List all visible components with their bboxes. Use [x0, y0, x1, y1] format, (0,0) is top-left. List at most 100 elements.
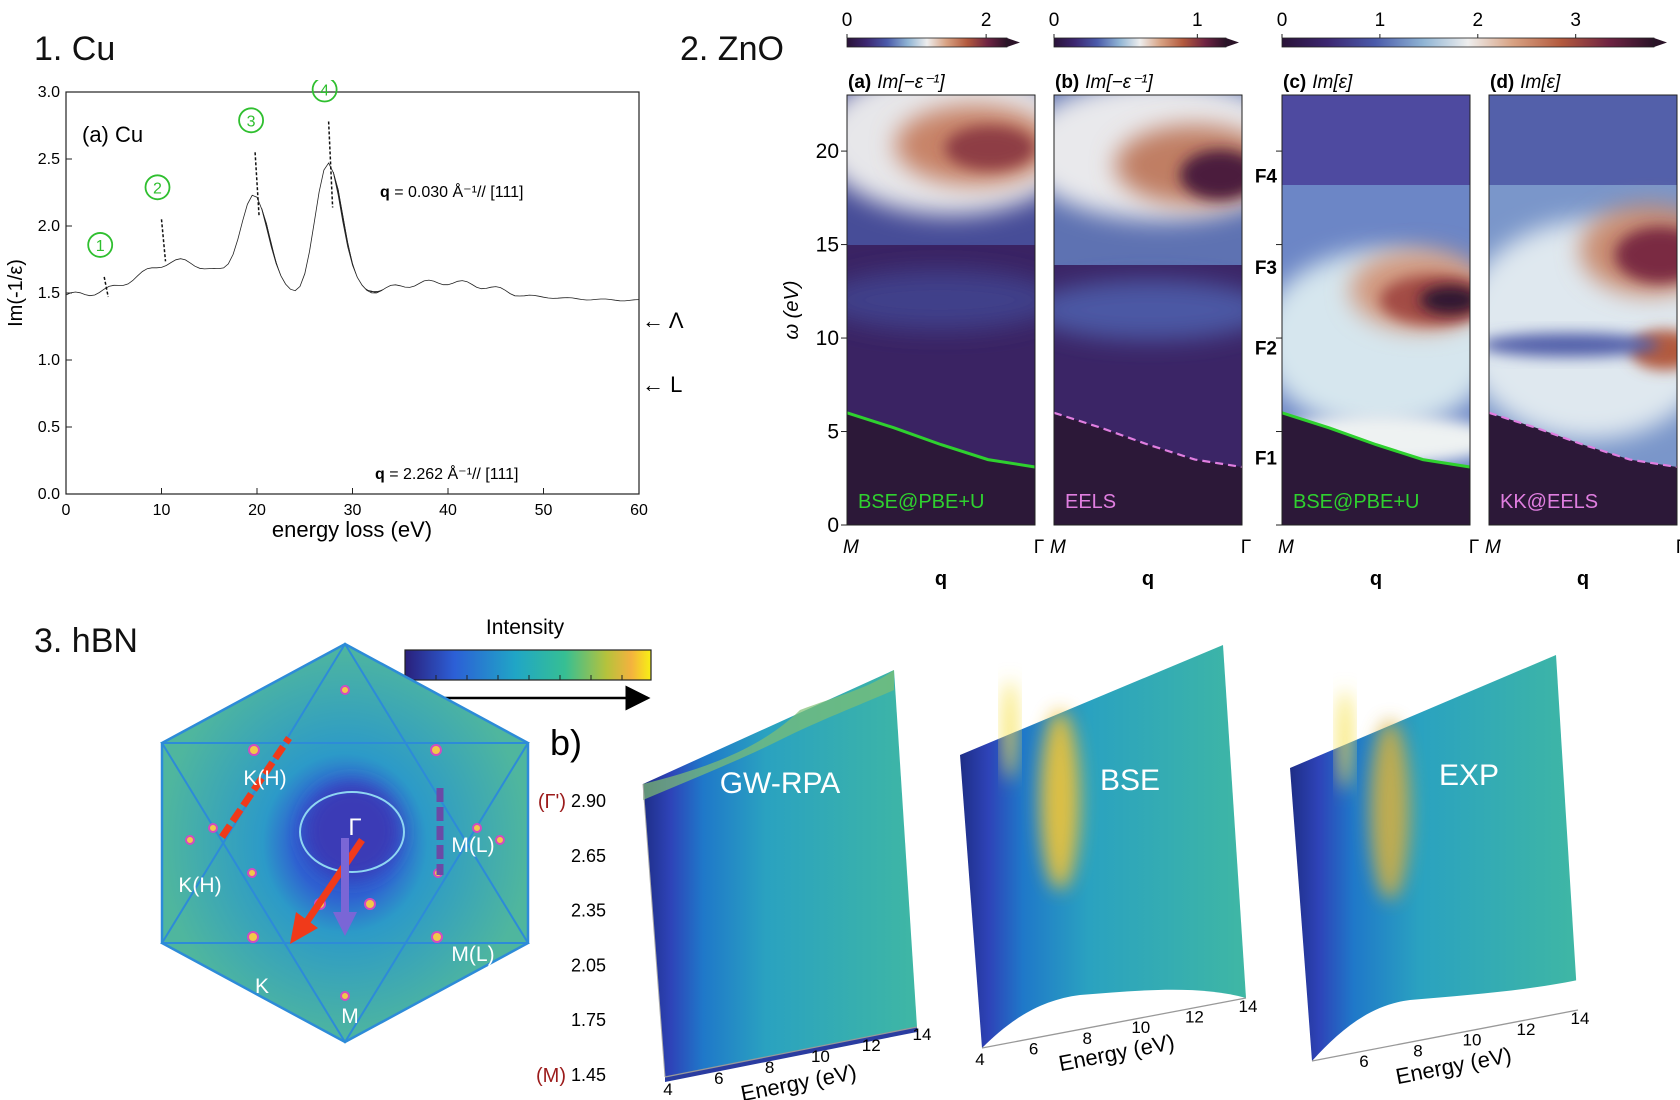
- cu-ytick-label: 1.5: [38, 285, 60, 302]
- zno-panel-c-heatmap: [1282, 95, 1470, 525]
- hbn-surface-label-gw-rpa: GW-RPA: [720, 767, 841, 800]
- cu-xlabel: energy loss (eV): [272, 517, 432, 542]
- cu-peak-trace: [103, 276, 109, 298]
- zno-panel-c-title: (c) Im[ε]: [1283, 72, 1353, 93]
- zno-colorbar-3: [1281, 37, 1667, 48]
- zno-xaxis-label: q: [1577, 568, 1589, 590]
- cu-chart: 0 10 20 30 40 50 60 0.0 0.5 1.0 1.5 2.0 2.5 3.0 1 2 3 4…: [5, 80, 684, 542]
- zno-panel-d-frame: [1488, 94, 1678, 526]
- zno-xend-label: Γ: [1241, 537, 1251, 558]
- cu-xtick-label: 30: [344, 502, 362, 519]
- zno-panel-a-frame: [846, 94, 1036, 526]
- cu-ytick-label: 0.5: [38, 419, 60, 436]
- zno-gap-region: [1489, 412, 1677, 525]
- hbn-surface-label-bse: BSE: [1100, 764, 1160, 797]
- cu-peak-marker-circle: [87, 232, 114, 258]
- hbn-energy-tick-label: 6: [1359, 1052, 1368, 1071]
- zno-ytick-label: 10: [816, 327, 839, 350]
- zno-xaxis-label: q: [1370, 568, 1382, 590]
- zno-ylabel: ω (eV): [781, 281, 803, 340]
- hbn-energy-tick-label: 6: [1029, 1039, 1038, 1058]
- cu-ytick-label: 3.0: [38, 84, 60, 101]
- zno-xstart-label: M: [1050, 537, 1066, 558]
- cu-xtick-label: 50: [535, 502, 553, 519]
- zno-feature-label: F1: [1255, 449, 1278, 470]
- zno-panel-c-frame: [1281, 94, 1471, 526]
- cu-curve-fill: [66, 163, 639, 494]
- hbn-energy-tick-label: 12: [1185, 1008, 1204, 1027]
- hbn-q-tick-label: 2.05: [571, 955, 606, 975]
- hbn-q-tick-label: 2.35: [571, 901, 606, 921]
- zno-gap-edge-line: [1281, 411, 1471, 469]
- zno-feature-label: F2: [1255, 338, 1277, 359]
- cu-peak-marker-label: 3: [247, 113, 256, 130]
- hbn-energy-tick-label: 6: [714, 1069, 723, 1088]
- hbn-label-gamma: Γ: [348, 814, 361, 841]
- zno-gap-edge-line: [846, 411, 1036, 469]
- cu-peak-marker-label: 2: [153, 180, 162, 197]
- hbn-energy-tick-label: 12: [1517, 1020, 1536, 1039]
- hbn-energy-tick-label: 14: [1239, 997, 1258, 1016]
- hbn-energy-tick-label: 10: [811, 1047, 830, 1066]
- hbn-surface-exp: [1290, 655, 1579, 1062]
- cu-peak-marker-label: 4: [320, 82, 329, 99]
- zno-panel-a-title: (a) Im[−ε⁻¹]: [848, 72, 945, 93]
- zno-xend-label: Γ: [1034, 537, 1044, 558]
- zno-gap-edge-line: [1053, 411, 1243, 469]
- hbn-q-tick-label: 1.75: [571, 1010, 606, 1030]
- zno-colorbar-tick-label: 2: [981, 10, 992, 31]
- cu-ytick-label: 1.0: [38, 352, 60, 369]
- cu-xtick-label: 60: [630, 502, 648, 519]
- hbn-surface-bse: [960, 645, 1247, 1049]
- cu-xtick-label: 20: [248, 502, 266, 519]
- cu-arrow-lambda-label: ← Λ: [642, 308, 684, 333]
- zno-colorbar-tick-label: 1: [1375, 10, 1386, 31]
- zno-panel-b-title: (b) Im[−ε⁻¹]: [1055, 72, 1153, 93]
- hbn-gamma-k-arrowhead: [290, 912, 318, 944]
- hbn-q-tick-label: 2.90: [571, 791, 606, 811]
- section-title-hbn: 3. hBN: [34, 622, 138, 660]
- cu-peak-marker-label: 1: [96, 238, 105, 255]
- hbn-surface-gw-rpa: [642, 670, 918, 1082]
- cu-xtick-label: 40: [439, 502, 457, 519]
- hbn-label-ml-bottom: M(L): [451, 943, 494, 966]
- hbn-label-k: K: [255, 975, 269, 998]
- hbn-q-label-top: (Γ'): [538, 791, 566, 813]
- hbn-gamma-m-arrowhead: [333, 912, 357, 936]
- cu-ytick-label: 2.0: [38, 218, 60, 235]
- hbn-q-label-bottom: (M): [536, 1065, 566, 1087]
- hbn-energy-tick-label: 12: [862, 1036, 881, 1055]
- zno-ytick-label: 15: [816, 234, 839, 257]
- hbn-energy-tick-label: 14: [913, 1025, 932, 1044]
- zno-xstart-label: M: [1278, 537, 1294, 558]
- zno-colorbar-tick-label: 0: [1277, 10, 1288, 31]
- hbn-surface-label-exp: EXP: [1439, 759, 1499, 792]
- hbn-energy-tick-label: 10: [1463, 1031, 1482, 1050]
- cu-peak-trace: [160, 219, 167, 262]
- cu-ylabel: Im(-1/ε): [5, 259, 27, 327]
- zno-gap-region: [847, 412, 1035, 525]
- cu-curve: [66, 162, 639, 302]
- zno-panel-b-frame: [1053, 94, 1243, 526]
- hbn-label-m: M: [341, 1005, 359, 1028]
- cu-ytick-label: 2.5: [38, 151, 60, 168]
- hbn-energy-tick-label: 4: [975, 1050, 984, 1069]
- section-title-cu: 1. Cu: [34, 30, 116, 68]
- zno-panel-b-method: EELS: [1065, 491, 1116, 513]
- zno-colorbar-2: [1053, 37, 1239, 48]
- zno-ytick-label: 5: [827, 421, 839, 444]
- zno-colorbar-tick-label: 0: [1049, 10, 1060, 31]
- hbn-energy-tick-label: 8: [765, 1058, 774, 1077]
- zno-xstart-label: M: [1485, 537, 1501, 558]
- hbn-q-tick-label: 1.45: [571, 1065, 606, 1085]
- zno-xaxis-label: q: [1142, 568, 1154, 590]
- zno-xstart-label: M: [843, 537, 859, 558]
- zno-colorbar-tick-label: 3: [1570, 10, 1581, 31]
- hbn-xlabel-3: Energy (eV): [1394, 1042, 1514, 1089]
- zno-colorbar-tick-label: 2: [1473, 10, 1484, 31]
- hbn-xlabel-2: Energy (eV): [1057, 1029, 1177, 1076]
- hbn-energy-tick-label: 8: [1413, 1041, 1422, 1060]
- zno-feature-label: F4: [1255, 166, 1278, 187]
- hbn-panel-b-label: b): [550, 722, 582, 763]
